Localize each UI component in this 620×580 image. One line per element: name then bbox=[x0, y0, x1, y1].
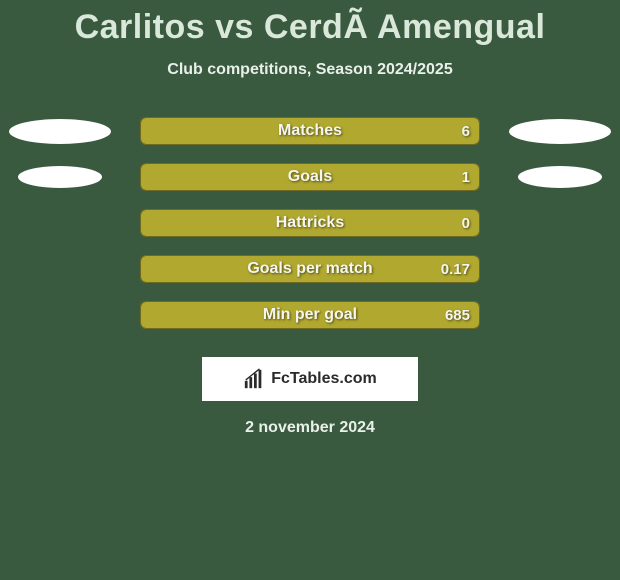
right-oval bbox=[518, 166, 602, 188]
stat-bar bbox=[140, 117, 480, 145]
source-badge: FcTables.com bbox=[202, 357, 418, 401]
stat-bar bbox=[140, 301, 480, 329]
stat-bar-fill bbox=[141, 210, 479, 236]
badge-text: FcTables.com bbox=[271, 370, 377, 388]
date-text: 2 november 2024 bbox=[0, 419, 620, 437]
right-oval bbox=[509, 119, 611, 144]
page-subtitle: Club competitions, Season 2024/2025 bbox=[0, 61, 620, 79]
stat-bar-fill bbox=[141, 256, 479, 282]
stat-bar-fill bbox=[141, 118, 479, 144]
left-oval bbox=[18, 166, 102, 188]
stat-bar-fill bbox=[141, 164, 479, 190]
stat-bar bbox=[140, 209, 480, 237]
stat-bar-fill bbox=[141, 302, 479, 328]
stat-row: Hattricks0 bbox=[0, 209, 620, 255]
bar-chart-icon bbox=[243, 368, 265, 390]
page-title: Carlitos vs CerdÃ Amengual bbox=[0, 0, 620, 47]
stats-container: Matches6Goals1Hattricks0Goals per match0… bbox=[0, 117, 620, 347]
stat-row: Goals1 bbox=[0, 163, 620, 209]
stat-row: Goals per match0.17 bbox=[0, 255, 620, 301]
stat-row: Min per goal685 bbox=[0, 301, 620, 347]
stat-row: Matches6 bbox=[0, 117, 620, 163]
stat-bar bbox=[140, 255, 480, 283]
stat-bar bbox=[140, 163, 480, 191]
left-oval bbox=[9, 119, 111, 144]
